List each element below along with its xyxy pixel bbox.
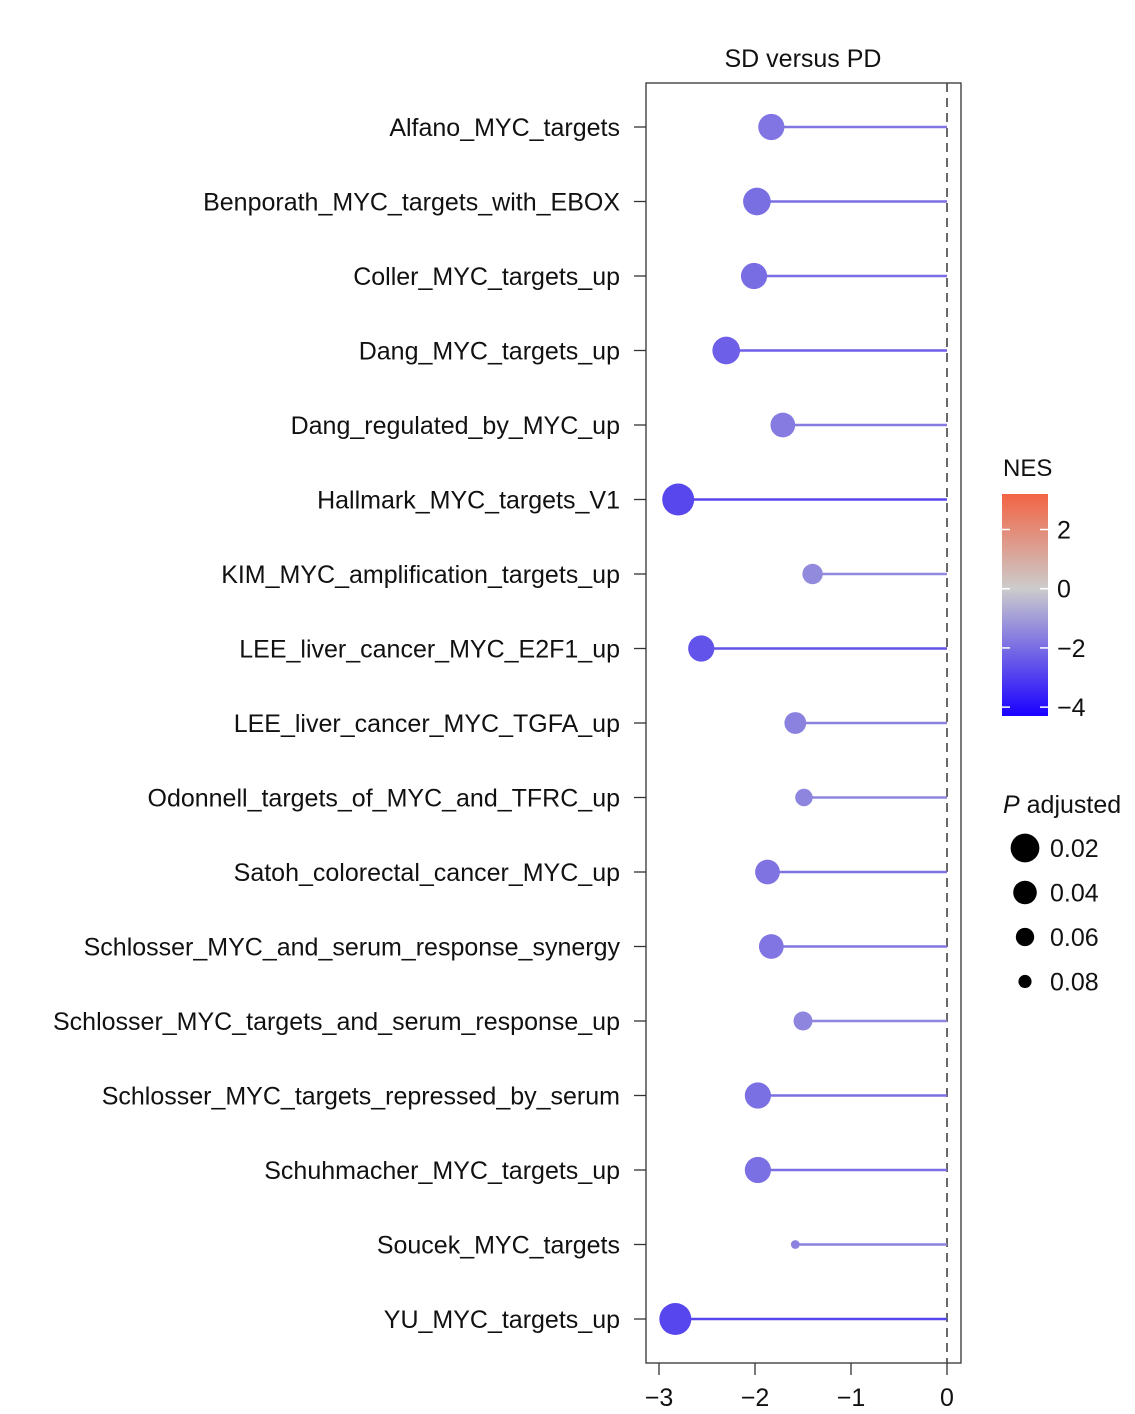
dot-4 — [770, 412, 796, 438]
y-axis-labels: Alfano_MYC_targets Benporath_MYC_targets_… — [53, 114, 646, 1334]
y-label-3: Dang_MYC_targets_up — [359, 338, 620, 366]
dot-1 — [743, 187, 771, 216]
color-tick-label-2: −2 — [1057, 635, 1086, 663]
y-label-4: Dang_regulated_by_MYC_up — [291, 412, 620, 440]
y-label-12: Schlosser_MYC_targets_and_serum_response… — [53, 1008, 620, 1036]
y-label-0: Alfano_MYC_targets — [389, 114, 620, 142]
y-label-11: Schlosser_MYC_and_serum_response_synergy — [84, 934, 621, 962]
y-label-5: Hallmark_MYC_targets_V1 — [317, 487, 620, 515]
color-tick-label-3: −4 — [1057, 694, 1086, 722]
y-label-1: Benporath_MYC_targets_with_EBOX — [203, 189, 620, 217]
dot-5 — [662, 483, 695, 516]
chart-title: SD versus PD — [725, 45, 882, 73]
size-legend-label-3: 0.08 — [1050, 969, 1099, 997]
color-tick-label-0: 2 — [1057, 517, 1071, 545]
x-tick-label-2: −1 — [837, 1384, 866, 1412]
dot-0 — [758, 113, 785, 141]
size-legend-label-1: 0.04 — [1050, 880, 1099, 908]
y-label-9: Odonnell_targets_of_MYC_and_TFRC_up — [148, 785, 621, 813]
dot-13 — [744, 1082, 771, 1109]
dot-6 — [802, 563, 823, 585]
dot-11 — [758, 934, 784, 959]
dot-12 — [793, 1011, 813, 1031]
y-label-15: Soucek_MYC_targets — [377, 1232, 620, 1260]
lollipop-dots — [659, 113, 823, 1335]
x-tick-label-0: −3 — [645, 1384, 674, 1412]
y-label-14: Schuhmacher_MYC_targets_up — [264, 1157, 620, 1185]
size-legend-dot-0 — [1010, 833, 1040, 863]
y-label-6: KIM_MYC_amplification_targets_up — [221, 561, 620, 589]
dot-14 — [744, 1156, 771, 1184]
size-legend-dot-1 — [1013, 880, 1037, 905]
dot-7 — [688, 635, 715, 662]
dot-9 — [795, 788, 813, 807]
y-label-13: Schlosser_MYC_targets_repressed_by_serum — [102, 1083, 620, 1111]
x-tick-label-3: 0 — [940, 1384, 954, 1412]
dot-2 — [740, 262, 768, 290]
color-legend-title: NES — [1003, 455, 1052, 482]
size-legend-dot-2 — [1015, 927, 1035, 947]
dot-16 — [659, 1303, 692, 1335]
y-label-16: YU_MYC_targets_up — [384, 1306, 620, 1334]
y-label-7: LEE_liver_cancer_MYC_E2F1_up — [239, 636, 620, 664]
color-tick-label-1: 0 — [1057, 576, 1071, 604]
color-legend-ticks: 2 0 −2 −4 — [1002, 517, 1086, 722]
dot-3 — [712, 336, 741, 365]
size-legend-items: 0.02 0.04 0.06 0.08 — [1010, 833, 1099, 997]
y-label-10: Satoh_colorectal_cancer_MYC_up — [234, 859, 620, 887]
lollipop-stems — [675, 125, 947, 1321]
y-label-8: LEE_liver_cancer_MYC_TGFA_up — [234, 710, 620, 738]
y-label-2: Coller_MYC_targets_up — [353, 263, 620, 291]
color-legend-bar — [1002, 494, 1048, 716]
size-legend-label-2: 0.06 — [1050, 924, 1099, 952]
x-tick-label-1: −2 — [741, 1384, 770, 1412]
size-legend-dot-3 — [1018, 974, 1032, 989]
size-legend-title: P adjusted — [1003, 791, 1121, 819]
size-legend-label-0: 0.02 — [1050, 835, 1099, 863]
x-axis: −3 −2 −1 0 — [645, 1363, 954, 1412]
dot-10 — [755, 859, 780, 885]
dot-15 — [790, 1240, 800, 1249]
dot-8 — [784, 712, 807, 734]
